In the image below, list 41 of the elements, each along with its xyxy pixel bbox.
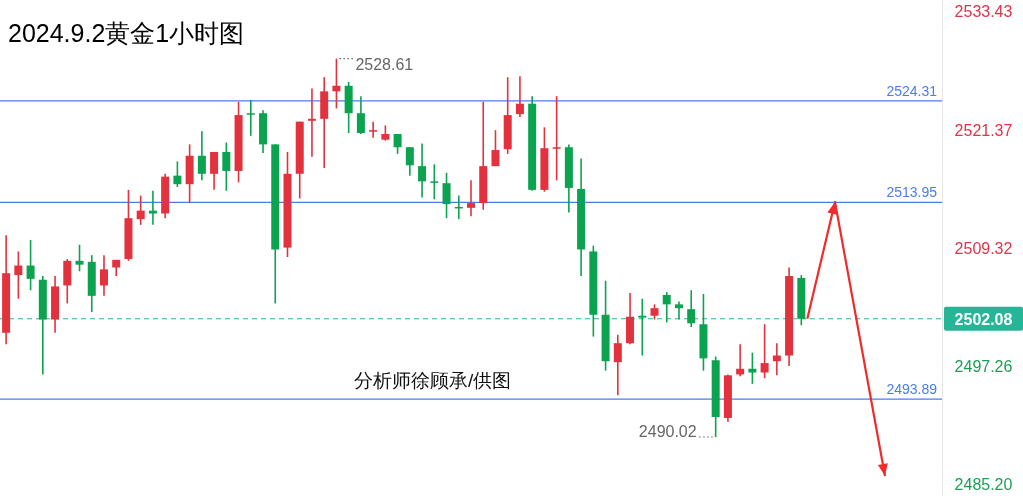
text: 2024.9.2黄金1小时图 — [8, 19, 245, 47]
y-tick-label: 2497.26 — [954, 358, 1013, 376]
ref-line-label: 2493.89 — [886, 381, 938, 398]
candlestick — [26, 239, 35, 292]
annotation: 2490.02 — [638, 422, 697, 440]
candlestick — [442, 172, 451, 219]
candlestick — [99, 254, 108, 297]
ref-line-label: 2502.08 — [954, 310, 1013, 328]
ref-line-label: 2524.31 — [886, 82, 938, 99]
candlestick — [14, 250, 23, 300]
candlestick — [136, 194, 145, 226]
y-tick-label: 2485.20 — [954, 476, 1013, 494]
candlestick — [467, 179, 475, 218]
candlestick — [222, 141, 231, 192]
candlestick — [674, 300, 683, 321]
candlestick — [430, 163, 439, 201]
y-tick-label: 2521.37 — [954, 121, 1013, 139]
candlestick — [613, 333, 622, 397]
candlestick — [369, 120, 378, 139]
candlestick — [491, 129, 500, 167]
candlestick — [760, 323, 769, 379]
candlestick — [75, 243, 84, 273]
candlestick — [662, 291, 671, 324]
annotation: 分析师徐顾承/供图 — [354, 370, 512, 391]
candlestick — [515, 75, 524, 118]
candlestick — [418, 142, 427, 199]
candlestick — [552, 95, 561, 182]
candlestick — [197, 130, 206, 182]
candlestick — [246, 99, 255, 137]
candlestick — [638, 297, 647, 357]
candlestick — [173, 160, 182, 188]
candlestick — [405, 146, 414, 177]
candlestick — [356, 95, 365, 135]
y-tick-label: 2509.32 — [954, 239, 1013, 257]
candlestick — [210, 151, 219, 191]
ref-line-label: 2513.95 — [886, 184, 938, 201]
candlestick — [687, 289, 696, 328]
candlestick — [307, 87, 316, 158]
annotation: 2528.61 — [355, 55, 414, 73]
candlestick — [393, 133, 402, 155]
y-tick-label: 2533.43 — [954, 3, 1013, 21]
